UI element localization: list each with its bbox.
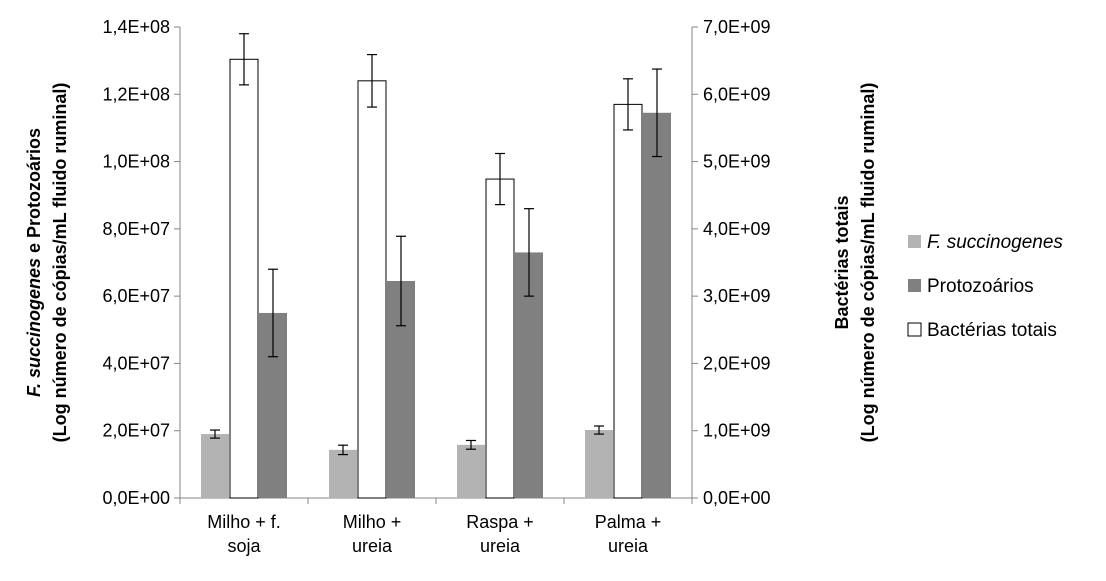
legend-swatch bbox=[908, 279, 921, 292]
right-axis-tick-label: 5,0E+09 bbox=[703, 152, 771, 172]
legend-label: Protozoários bbox=[927, 276, 1034, 297]
category-label: Milho + f. bbox=[207, 512, 281, 532]
right-axis-title-line: (Log número de cópias/mL fluido ruminal) bbox=[858, 83, 878, 443]
left-axis-tick-label: 2,0E+07 bbox=[102, 421, 170, 441]
left-axis-title-line: F. succinogenes e Protozoários bbox=[24, 128, 44, 397]
bar-f-succinogenes bbox=[457, 444, 485, 498]
left-axis-title: F. succinogenes e Protozoários (Log númer… bbox=[24, 83, 70, 443]
left-axis-tick-label: 6,0E+07 bbox=[102, 286, 170, 306]
left-axis-tick-label: 1,0E+08 bbox=[102, 152, 170, 172]
right-axis-tick-label: 4,0E+09 bbox=[703, 219, 771, 239]
legend-label: Bactérias totais bbox=[927, 320, 1057, 341]
legend-label: F. succinogenes bbox=[927, 232, 1063, 253]
bar-f-succinogenes bbox=[585, 430, 613, 498]
right-axis-tick-label: 3,0E+09 bbox=[703, 286, 771, 306]
right-axis-tick-label: 6,0E+09 bbox=[703, 84, 771, 104]
left-axis-tick-label: 0,0E+00 bbox=[102, 488, 170, 508]
right-axis-title: Bactérias totais (Log número de cópias/mL… bbox=[832, 83, 878, 443]
right-axis-tick-label: 7,0E+09 bbox=[703, 17, 771, 37]
category-label: soja bbox=[227, 536, 261, 556]
bar-f-succinogenes bbox=[201, 434, 229, 498]
category-label: ureia bbox=[352, 536, 393, 556]
category-label: ureia bbox=[608, 536, 649, 556]
category-label: Raspa + bbox=[466, 512, 534, 532]
right-axis-title-segment: (Log número de cópias/mL fluido ruminal) bbox=[858, 83, 878, 443]
bar-bact-rias-totais bbox=[485, 178, 515, 499]
left-axis-title-segment: F. succinogenes bbox=[24, 258, 44, 397]
bar-bact-rias-totais bbox=[229, 58, 259, 499]
left-axis-title-segment: (Log número de cópias/mL fluido ruminal) bbox=[50, 83, 70, 443]
bar-f-succinogenes bbox=[329, 449, 357, 498]
left-axis-tick-label: 4,0E+07 bbox=[102, 353, 170, 373]
right-axis-tick-label: 1,0E+09 bbox=[703, 421, 771, 441]
left-axis-tick-label: 8,0E+07 bbox=[102, 219, 170, 239]
right-axis-tick-label: 0,0E+00 bbox=[703, 488, 771, 508]
bar-bact-rias-totais bbox=[613, 103, 643, 499]
category-label: Palma + bbox=[595, 512, 662, 532]
left-axis-title-line: (Log número de cópias/mL fluido ruminal) bbox=[50, 83, 70, 443]
bar-bact-rias-totais bbox=[357, 80, 387, 499]
right-axis-tick-label: 2,0E+09 bbox=[703, 353, 771, 373]
category-label: ureia bbox=[480, 536, 521, 556]
right-axis-title-line: Bactérias totais bbox=[832, 195, 852, 329]
legend-swatch bbox=[907, 322, 922, 337]
left-axis-tick-label: 1,4E+08 bbox=[102, 17, 170, 37]
legend-swatch bbox=[908, 235, 921, 248]
right-axis-title-segment: Bactérias totais bbox=[832, 195, 852, 329]
left-axis-tick-label: 1,2E+08 bbox=[102, 84, 170, 104]
bar-protozo-rios bbox=[643, 112, 671, 499]
left-axis-title-segment: e Protozoários bbox=[24, 128, 44, 258]
category-label: Milho + bbox=[343, 512, 402, 532]
